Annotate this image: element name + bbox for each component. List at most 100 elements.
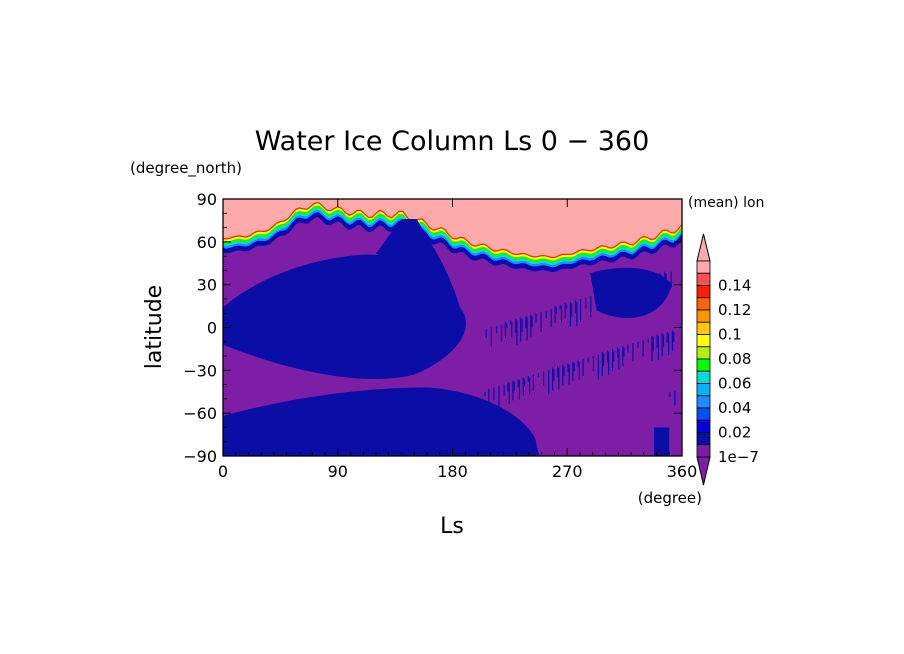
streak <box>523 378 526 386</box>
colorbar-segment <box>696 383 711 397</box>
colorbar-tick-label: 0.06 <box>718 375 751 393</box>
x-tick-label: 180 <box>437 462 468 481</box>
streak <box>580 298 582 322</box>
streak <box>532 374 534 391</box>
y-tick-label: 60 <box>197 233 217 252</box>
streak <box>531 316 533 328</box>
streak <box>509 320 512 325</box>
streak <box>648 276 651 286</box>
colorbar-segment <box>696 407 711 421</box>
streak <box>537 373 540 378</box>
streak <box>622 346 624 367</box>
streak <box>574 300 577 314</box>
colorbar-segment <box>696 444 711 458</box>
streak <box>550 308 552 327</box>
colorbar-tick-labels: 1e−7 0.02 0.04 0.06 0.08 0.1 0.12 0.14 <box>718 277 759 467</box>
streak <box>656 334 658 348</box>
streak <box>609 288 611 295</box>
streak <box>495 326 498 334</box>
streak <box>558 367 560 390</box>
streak <box>512 380 514 401</box>
plot-area <box>222 198 683 457</box>
streak <box>600 293 602 313</box>
streak <box>647 338 649 343</box>
streak <box>553 368 555 381</box>
streak <box>566 304 568 309</box>
colorbar-tick-label: 0.12 <box>718 301 751 319</box>
x-tick-label: 0 <box>218 462 228 481</box>
colorbar-under-triangle <box>696 456 711 486</box>
streak <box>666 331 668 343</box>
streak <box>508 383 510 405</box>
mean-annotation: (mean) lon <box>688 195 764 211</box>
streak <box>671 330 673 352</box>
streak <box>611 348 614 371</box>
streak <box>660 274 662 293</box>
streak <box>529 377 531 395</box>
streak <box>526 317 528 341</box>
x-tick-label: 360 <box>667 462 698 481</box>
streak <box>587 357 589 363</box>
y-tick-label: −30 <box>183 361 217 380</box>
ice-edge-band <box>223 212 682 270</box>
streak <box>577 360 579 368</box>
streak <box>545 310 547 319</box>
streak <box>517 378 519 387</box>
streak <box>548 370 550 395</box>
colorbar <box>696 233 711 486</box>
streak <box>555 307 557 314</box>
y-tick-label: 90 <box>197 190 217 209</box>
streak <box>576 301 578 326</box>
streak <box>506 323 508 329</box>
streak <box>562 364 564 386</box>
streak <box>601 351 603 376</box>
streak <box>595 294 597 304</box>
tropical-high-region <box>223 254 466 379</box>
streak <box>568 364 570 385</box>
colorbar-tick-label: 0.02 <box>718 424 751 442</box>
streak <box>617 347 619 358</box>
x-axis-ticks: 0 90 180 270 360 <box>218 199 697 481</box>
streak <box>662 334 665 347</box>
streak <box>605 291 607 299</box>
streak <box>642 340 644 357</box>
streak <box>604 290 606 309</box>
streak <box>500 324 503 342</box>
colorbar-segment <box>696 321 711 335</box>
streak <box>654 274 656 294</box>
streak <box>485 328 487 338</box>
streak <box>557 366 559 378</box>
colorbar-segment <box>696 370 711 384</box>
streak <box>623 347 625 357</box>
streak <box>668 333 670 356</box>
colorbar-segment <box>696 272 711 286</box>
streak <box>554 306 556 324</box>
streak <box>625 286 628 312</box>
streak <box>530 314 532 337</box>
streak <box>498 386 500 409</box>
streak <box>634 281 636 294</box>
streak <box>603 353 605 367</box>
ice-edge-band <box>223 205 682 264</box>
streak <box>484 391 486 396</box>
streak <box>573 363 575 372</box>
streak <box>597 354 599 380</box>
chart-title: Water Ice Column Ls 0 − 360 <box>255 126 650 157</box>
colorbar-segment <box>696 395 711 409</box>
streak <box>652 337 654 352</box>
streak <box>608 351 610 375</box>
y-tick-label: 0 <box>207 319 217 338</box>
x-tick-label: 90 <box>328 462 348 481</box>
x-axis-label: Ls <box>440 514 464 539</box>
south-corner-patch <box>653 427 670 456</box>
y-units-label: (degree_north) <box>130 159 242 178</box>
streak <box>535 313 537 324</box>
streak <box>522 377 524 396</box>
streak <box>515 318 517 333</box>
streak <box>563 366 565 377</box>
streak <box>488 388 490 414</box>
streak <box>632 343 634 362</box>
streak <box>525 316 527 329</box>
streak <box>571 303 573 318</box>
streak <box>582 358 584 376</box>
